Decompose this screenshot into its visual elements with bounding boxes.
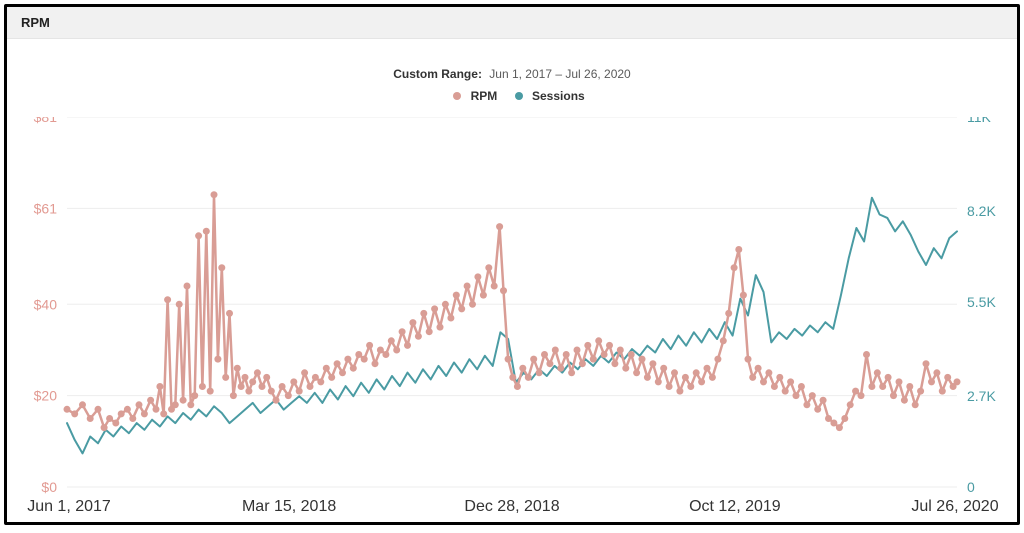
svg-text:0: 0 bbox=[967, 479, 975, 495]
svg-text:$40: $40 bbox=[34, 296, 58, 312]
svg-text:$81: $81 bbox=[34, 117, 58, 125]
svg-text:Oct 12, 2019: Oct 12, 2019 bbox=[689, 498, 781, 515]
chart-card: RPM Custom Range: Jun 1, 2017 – Jul 26, … bbox=[4, 4, 1020, 525]
date-range: Custom Range: Jun 1, 2017 – Jul 26, 2020 bbox=[7, 67, 1017, 81]
chart-svg: $0 $20 $40 $61 $81 0 2.7K 5.5K 8.2K 11K Jun 1, 201… bbox=[7, 117, 1017, 525]
svg-text:Jul 26, 2020: Jul 26, 2020 bbox=[911, 498, 998, 515]
card-title: RPM bbox=[21, 15, 50, 30]
date-range-value: Jun 1, 2017 – Jul 26, 2020 bbox=[489, 67, 630, 81]
legend-label-sessions: Sessions bbox=[532, 89, 585, 103]
svg-text:$0: $0 bbox=[41, 479, 57, 495]
card-header: RPM bbox=[7, 7, 1017, 39]
svg-text:2.7K: 2.7K bbox=[967, 388, 996, 404]
legend-dot-sessions bbox=[515, 92, 523, 100]
date-range-label: Custom Range: bbox=[393, 67, 482, 81]
legend-label-rpm: RPM bbox=[471, 89, 498, 103]
svg-text:Mar 15, 2018: Mar 15, 2018 bbox=[242, 498, 336, 515]
legend: RPM Sessions bbox=[7, 89, 1017, 103]
svg-text:$20: $20 bbox=[34, 388, 58, 404]
svg-text:11K: 11K bbox=[967, 117, 992, 125]
svg-text:8.2K: 8.2K bbox=[967, 203, 996, 219]
svg-text:5.5K: 5.5K bbox=[967, 294, 996, 310]
svg-text:$61: $61 bbox=[34, 200, 58, 216]
svg-text:Dec 28, 2018: Dec 28, 2018 bbox=[464, 498, 559, 515]
chart-area: $0 $20 $40 $61 $81 0 2.7K 5.5K 8.2K 11K Jun 1, 201… bbox=[7, 117, 1017, 522]
legend-dot-rpm bbox=[453, 92, 461, 100]
svg-text:Jun 1, 2017: Jun 1, 2017 bbox=[27, 498, 111, 515]
